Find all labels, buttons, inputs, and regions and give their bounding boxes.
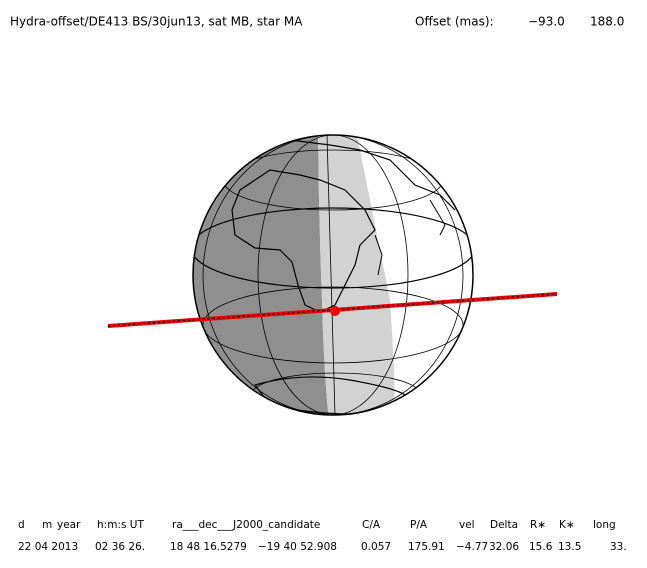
cell: −19 40 52.908 bbox=[258, 541, 337, 553]
cell: 175.91 bbox=[408, 541, 445, 553]
offset-value: −93.0 bbox=[528, 15, 565, 29]
cell: 13.5 bbox=[558, 541, 581, 553]
offset-value: 188.0 bbox=[590, 15, 624, 29]
column-header: h:m:s UT bbox=[97, 519, 144, 531]
column-header: P/A bbox=[410, 519, 428, 531]
cell: 32.06 bbox=[489, 541, 519, 553]
cell: 15.6 bbox=[529, 541, 553, 553]
column-header: d bbox=[18, 519, 25, 531]
globe bbox=[107, 134, 558, 416]
column-header: Delta bbox=[490, 519, 518, 531]
table-row: 22 04 2013 02 36 26. 18 48 16.5279 −19 4… bbox=[18, 541, 627, 553]
offset-label: Offset (mas): bbox=[415, 15, 494, 29]
column-header: vel bbox=[459, 519, 475, 531]
table-header: d m year h:m:s UT ra___dec___J2000_candi… bbox=[18, 519, 616, 531]
cell: 33. bbox=[610, 541, 627, 553]
cell: −4.77 bbox=[456, 541, 488, 553]
column-header: year bbox=[57, 519, 81, 531]
cell: 18 48 16.5279 bbox=[170, 541, 247, 553]
column-header: R∗ bbox=[530, 519, 546, 531]
title: Hydra-offset/DE413 BS/30jun13, sat MB, s… bbox=[10, 15, 303, 29]
column-header: long bbox=[593, 519, 616, 531]
column-header: m bbox=[42, 519, 52, 531]
cell: 22 04 2013 bbox=[18, 541, 78, 553]
column-header: K∗ bbox=[559, 519, 575, 531]
cell: 0.057 bbox=[361, 541, 391, 553]
column-header: C/A bbox=[362, 519, 381, 531]
cell: 02 36 26. bbox=[95, 541, 145, 553]
column-header: ra___dec___J2000_candidate bbox=[172, 519, 320, 531]
